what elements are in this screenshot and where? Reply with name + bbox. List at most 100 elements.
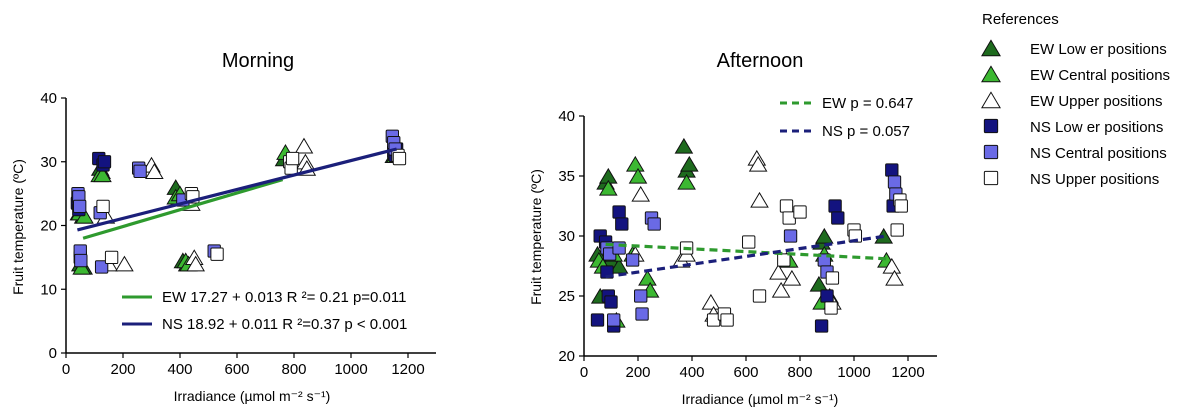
data-point-ew-central-positions <box>93 166 112 183</box>
y-tick-label: 25 <box>558 288 575 305</box>
square-marker-icon <box>983 118 999 134</box>
triangle-marker-icon <box>981 91 1001 109</box>
fit-line-ns <box>605 234 887 279</box>
data-point-ns-upper-positions <box>890 223 904 237</box>
reference-item-ew-upper-positions: EW Upper positions <box>981 91 1163 110</box>
reference-label: EW Low er positions <box>1030 41 1167 58</box>
x-tick-label: 1200 <box>391 361 424 378</box>
chart-afternoon: Afternoon 0 200 400 600 800 1000 1200 20 25 30 35 4… <box>528 50 937 407</box>
data-point-ns-low-er-positions <box>828 199 842 213</box>
data-point-ns-central-positions <box>647 217 661 231</box>
reference-label: EW Central positions <box>1030 67 1170 84</box>
legend-text-ns-afternoon: NS p = 0.057 <box>822 123 910 140</box>
data-point-ew-low-er-positions <box>609 257 629 274</box>
data-point-ew-upper-positions <box>115 255 134 272</box>
data-point-ns-low-er-positions <box>615 217 629 231</box>
data-point-ew-upper-positions <box>769 263 788 280</box>
x-tick-label: 0 <box>580 364 588 381</box>
data-point-ns-upper-positions <box>720 313 734 327</box>
data-point-ns-upper-positions <box>285 151 300 166</box>
data-point-ew-upper-positions <box>750 191 769 208</box>
y-tick-label: 20 <box>558 348 575 365</box>
fit-lines-afternoon <box>605 234 887 279</box>
x-tick-label: 400 <box>679 364 704 381</box>
data-point-ew-upper-positions <box>701 293 721 310</box>
data-point-ns-central-positions <box>887 175 902 189</box>
x-tick-label: 0 <box>62 361 70 378</box>
data-point-ns-upper-positions <box>894 199 908 213</box>
data-point-ew-upper-positions <box>782 269 802 286</box>
y-tick-label: 20 <box>40 218 57 235</box>
data-point-ew-upper-positions <box>631 185 651 202</box>
reference-label: NS Central positions <box>1030 145 1167 162</box>
data-point-ew-low-er-positions <box>679 155 699 172</box>
data-point-ew-central-positions <box>638 269 657 286</box>
chart-title-afternoon: Afternoon <box>717 50 804 72</box>
data-point-ew-central-positions <box>677 173 696 190</box>
data-point-ns-upper-positions <box>742 235 756 249</box>
axis-ticks-afternoon: 0 200 400 600 800 1000 1200 20 25 30 35 40 <box>558 108 924 381</box>
x-tick-label: 1200 <box>891 364 924 381</box>
data-point-ew-upper-positions <box>186 255 206 272</box>
triangle-marker-icon <box>981 39 1001 57</box>
y-tick-label: 30 <box>558 228 575 245</box>
reference-item-ew-central-positions: EW Central positions <box>981 65 1170 84</box>
x-tick-label: 1000 <box>837 364 870 381</box>
data-point-ns-low-er-positions <box>590 313 605 327</box>
data-point-ns-upper-positions <box>793 205 807 219</box>
x-tick-label: 800 <box>281 361 306 378</box>
fit-line-ns <box>77 147 397 232</box>
triangle-marker-icon <box>981 65 1001 83</box>
data-point-ew-central-positions <box>598 179 618 196</box>
data-point-ew-upper-positions <box>748 155 768 172</box>
reference-item-ns-central-positions: NS Central positions <box>983 144 1167 162</box>
references-legend: References EW Low er positions EW Central… <box>981 11 1170 188</box>
data-point-ew-upper-positions <box>145 163 164 179</box>
legend-afternoon: EW p = 0.647 NS p = 0.057 <box>780 95 913 140</box>
legend-text-ew-afternoon: EW p = 0.647 <box>822 95 913 112</box>
square-marker-icon <box>983 170 999 186</box>
data-point-ns-low-er-positions <box>604 295 618 309</box>
y-tick-label: 10 <box>40 281 57 298</box>
reference-label: NS Low er positions <box>1030 119 1163 136</box>
data-point-ns-upper-positions <box>825 271 840 285</box>
references-items: EW Low er positions EW Central positions E… <box>981 39 1170 188</box>
chart-morning: Morning 0 200 400 600 800 1000 1200 0 10 20 30 40 F… <box>10 50 436 404</box>
data-points-afternoon <box>588 137 908 333</box>
data-point-ns-upper-positions <box>824 301 838 315</box>
data-point-ns-upper-positions <box>848 229 863 243</box>
x-tick-label: 600 <box>224 361 249 378</box>
y-tick-label: 40 <box>558 108 575 125</box>
data-point-ns-low-er-positions <box>831 211 845 225</box>
x-tick-label: 200 <box>110 361 135 378</box>
fit-lines-morning <box>77 147 397 240</box>
data-point-ew-central-positions <box>628 167 648 184</box>
data-point-ns-central-positions <box>634 289 648 303</box>
data-point-ns-central-positions <box>635 307 649 321</box>
fit-line-ew <box>605 242 887 261</box>
reference-item-ns-upper-positions: NS Upper positions <box>983 170 1159 188</box>
reference-label: NS Upper positions <box>1030 171 1159 188</box>
reference-item-ns-low-er-positions: NS Low er positions <box>983 118 1163 136</box>
data-point-ns-upper-positions <box>779 199 794 213</box>
data-point-ew-upper-positions <box>771 281 791 298</box>
data-point-ns-upper-positions <box>752 289 767 303</box>
square-marker-icon <box>983 144 999 160</box>
data-point-ew-central-positions <box>625 155 645 172</box>
y-tick-label: 0 <box>49 345 57 362</box>
data-point-ew-upper-positions <box>885 269 904 286</box>
legend-text-ns-morning: NS 18.92 + 0.011 R ²=0.37 p < 0.001 <box>162 316 407 333</box>
data-point-ns-central-positions <box>73 199 87 214</box>
data-point-ew-low-er-positions <box>674 137 694 154</box>
data-point-ns-central-positions <box>94 260 109 274</box>
data-point-ns-upper-positions <box>96 199 110 214</box>
y-tick-label: 35 <box>558 168 575 185</box>
data-point-ns-low-er-positions <box>820 289 834 303</box>
data-point-ns-upper-positions <box>777 253 791 267</box>
data-point-ew-low-er-positions <box>809 275 829 292</box>
fit-line-ew <box>82 178 284 240</box>
reference-label: EW Upper positions <box>1030 93 1163 110</box>
axis-ticks-morning: 0 200 400 600 800 1000 1200 0 10 20 30 40 <box>40 90 424 378</box>
data-points-morning <box>69 129 407 275</box>
